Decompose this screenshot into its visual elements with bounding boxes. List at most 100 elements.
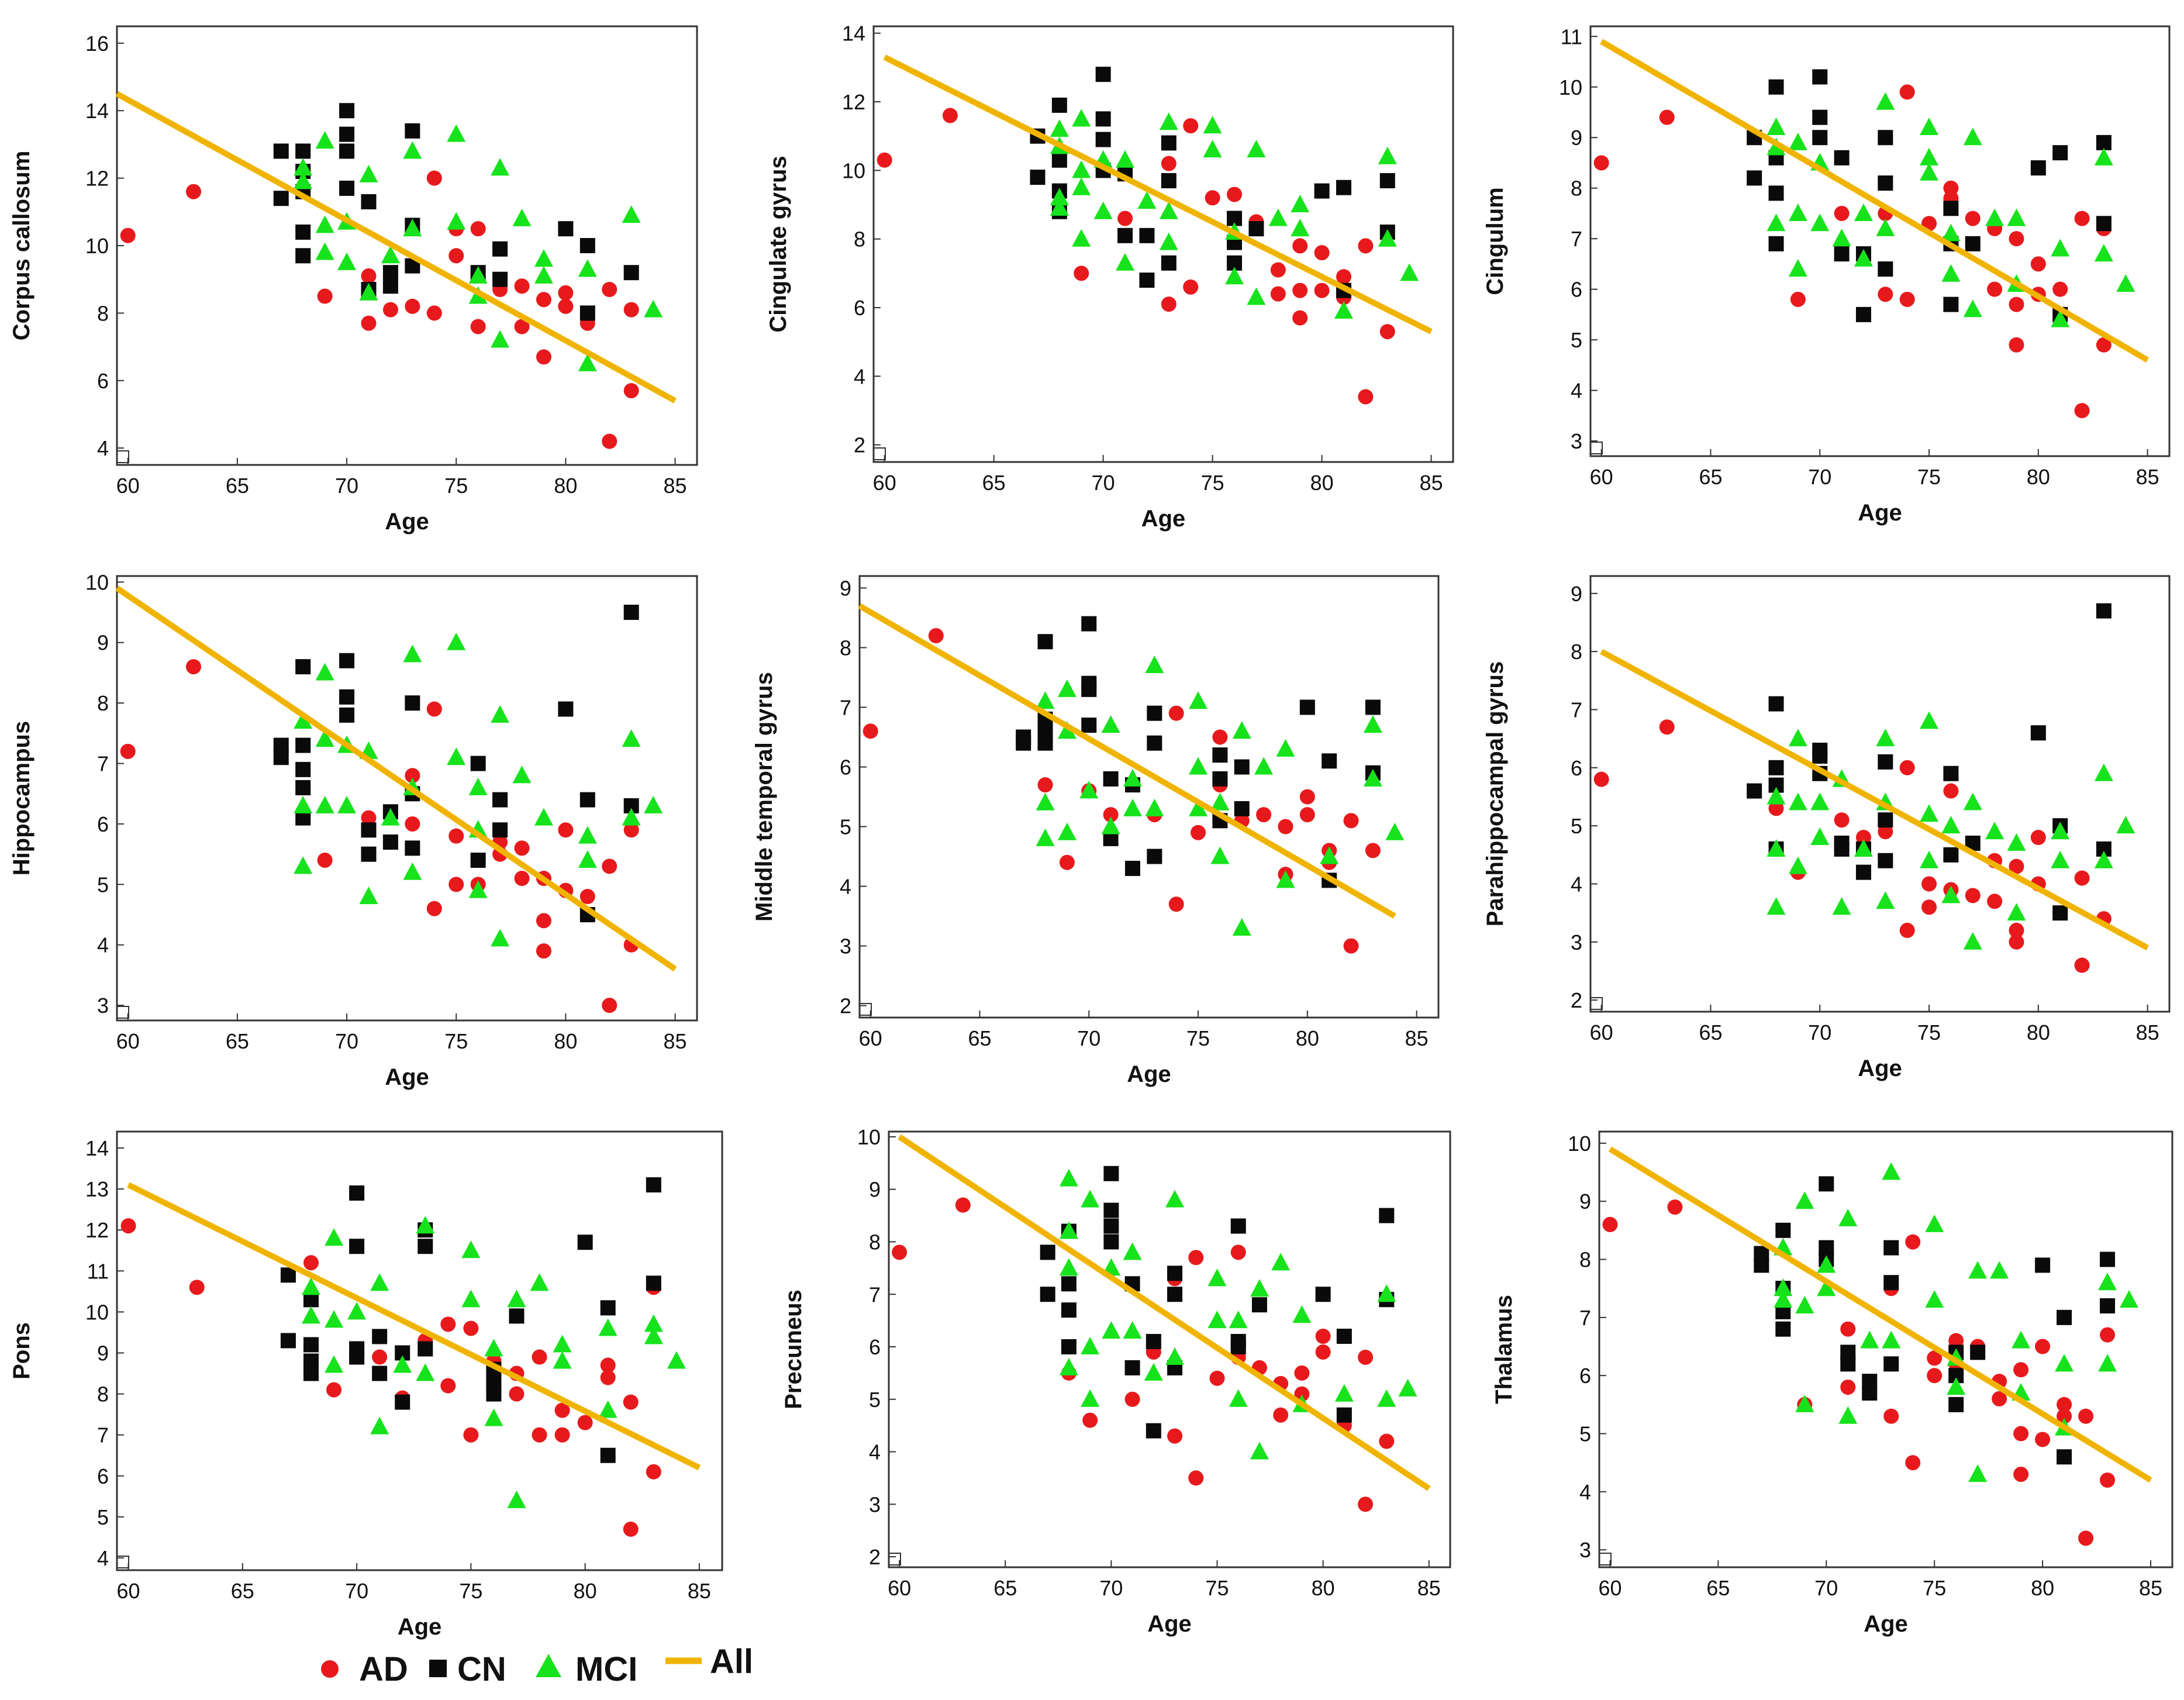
point-mci [447, 124, 466, 142]
point-ad [405, 816, 420, 832]
y-tick-label: 10 [842, 158, 865, 182]
point-mci [1925, 1290, 1944, 1308]
point-ad [602, 282, 617, 297]
point-mci [1207, 1268, 1227, 1287]
point-cn [295, 761, 311, 777]
point-mci [1963, 127, 1982, 146]
point-mci [347, 1302, 367, 1320]
y-tick-label: 14 [85, 99, 109, 123]
x-tick-label: 65 [1706, 1576, 1730, 1600]
point-ad [426, 701, 442, 717]
point-cn [1747, 783, 1762, 799]
point-mci [1941, 816, 1961, 834]
point-ad [579, 889, 595, 905]
point-ad [1188, 1470, 1204, 1486]
point-cn [1812, 69, 1828, 85]
point-mci [1882, 1330, 1901, 1349]
y-tick-label: 4 [97, 436, 109, 460]
point-ad [2035, 1339, 2051, 1354]
point-cn [1212, 771, 1228, 787]
point-mci [1334, 301, 1354, 319]
point-mci [1920, 850, 1939, 868]
point-mci [2051, 309, 2070, 327]
x-tick-label: 70 [335, 1029, 358, 1053]
point-mci [2120, 1290, 2139, 1308]
point-cn [1081, 681, 1097, 697]
point-cn [1016, 729, 1031, 745]
point-mci [1116, 253, 1135, 271]
point-mci [644, 299, 663, 318]
point-mci [403, 862, 422, 880]
point-mci [1165, 1347, 1185, 1365]
point-cn [1248, 221, 1264, 237]
x-tick-label: 80 [2027, 465, 2050, 489]
point-mci [359, 164, 378, 182]
y-tick-label: 5 [97, 1505, 109, 1529]
y-tick-label: 5 [840, 815, 851, 839]
x-tick-label: 80 [554, 1029, 577, 1053]
point-cn [600, 1300, 616, 1316]
y-tick-label: 9 [97, 631, 109, 655]
point-ad [189, 1280, 205, 1295]
point-ad [646, 1464, 661, 1480]
point-mci [1795, 1394, 1814, 1412]
point-ad [536, 943, 551, 959]
point-ad [1593, 771, 1609, 787]
x-tick-label: 80 [2031, 1576, 2054, 1600]
point-mci [1985, 822, 2004, 840]
point-mci [2116, 816, 2135, 834]
point-mci [1137, 191, 1157, 209]
x-tick-label: 75 [1917, 465, 1941, 489]
point-mci [1189, 691, 1208, 709]
point-mci [1788, 856, 1807, 874]
point-ad [1103, 807, 1119, 823]
point-cn [1234, 759, 1250, 775]
point-mci [1102, 1321, 1121, 1339]
point-ad [372, 1349, 388, 1365]
point-mci [381, 246, 400, 264]
point-cn [405, 695, 420, 711]
point-mci [1766, 839, 1786, 857]
point-mci [1795, 1296, 1814, 1313]
point-cn [2100, 1251, 2116, 1267]
point-ad [1205, 190, 1220, 206]
x-axis-label: Age [385, 509, 429, 535]
x-tick-label: 85 [1420, 471, 1443, 495]
panel-parahippocampal-gyrus: 60 65 70 75 80 85 2 3 4 5 6 7 8 9 Age Parahippocampal g… [1482, 575, 2171, 1081]
x-tick-label: 60 [873, 471, 896, 495]
point-ad [862, 723, 878, 739]
point-ad [1365, 843, 1381, 858]
point-cn [1103, 1202, 1119, 1218]
point-ad [1943, 783, 1959, 799]
x-tick-label: 85 [1405, 1026, 1429, 1050]
point-cn [1819, 1176, 1834, 1192]
y-tick-label: 10 [857, 1125, 881, 1149]
trend-line-all [127, 1182, 701, 1471]
point-ad [1602, 1216, 1618, 1232]
point-ad [1965, 888, 1981, 904]
trend-line-all [1600, 39, 2150, 363]
point-cn [1855, 306, 1871, 322]
legend-marker-mci [536, 1654, 561, 1677]
point-mci [1817, 1278, 1836, 1296]
point-ad [2009, 231, 2024, 247]
x-tick-label: 65 [982, 471, 1006, 495]
point-ad [2100, 1327, 2116, 1343]
point-mci [1101, 816, 1120, 835]
point-ad [1299, 789, 1315, 805]
y-tick-label: 3 [1571, 429, 1582, 453]
point-cn [1095, 67, 1111, 82]
point-cn [1336, 1407, 1352, 1423]
point-ad [536, 349, 551, 365]
point-mci [1860, 1330, 1879, 1349]
point-mci [1229, 1389, 1248, 1407]
point-mci [1968, 1464, 1988, 1482]
point-mci [512, 765, 532, 784]
point-ad [361, 810, 377, 826]
point-ad [186, 659, 202, 675]
point-mci [1291, 219, 1310, 237]
point-ad [554, 1427, 570, 1443]
point-mci [315, 131, 334, 149]
y-tick-label: 3 [869, 1492, 881, 1516]
